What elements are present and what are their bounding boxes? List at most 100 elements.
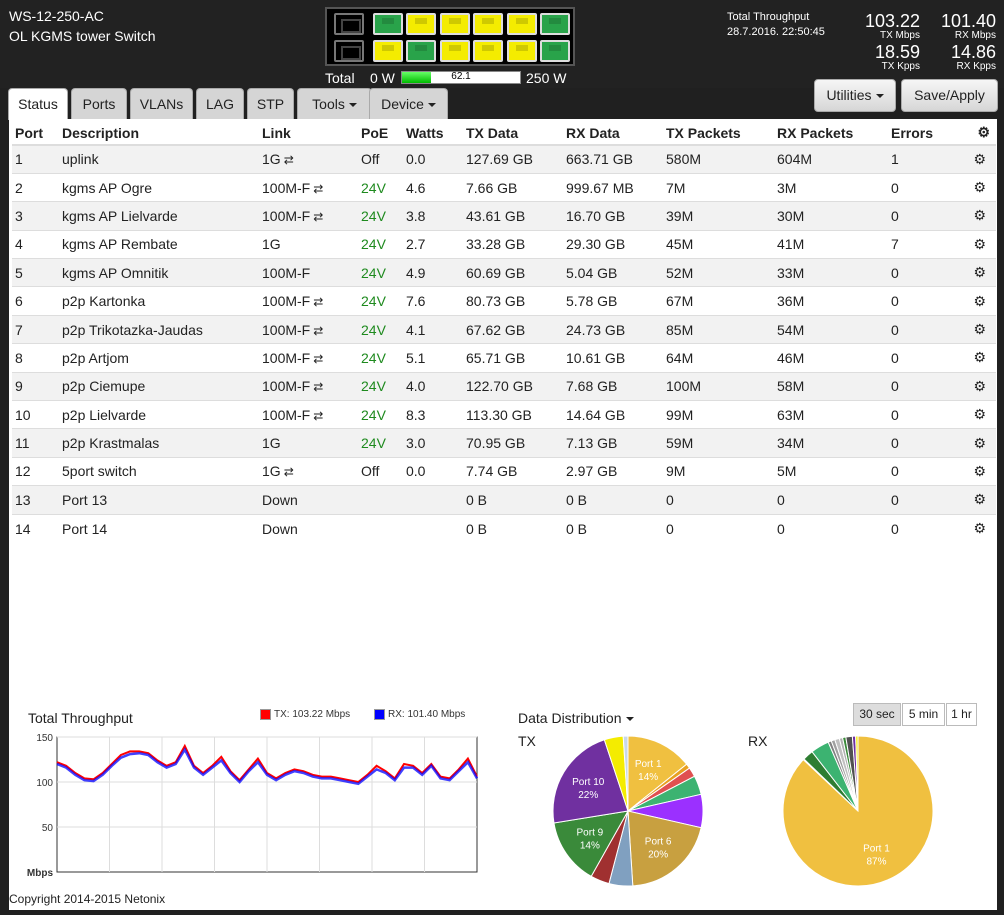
- tx-slice-port-6[interactable]: [627, 810, 702, 887]
- port-settings-cell[interactable]: ⚙: [968, 314, 996, 344]
- port-icon[interactable]: [373, 13, 403, 35]
- cell-errors: 0: [888, 428, 968, 458]
- port-settings-cell[interactable]: ⚙: [968, 258, 996, 287]
- gear-icon[interactable]: ⚙: [973, 150, 986, 167]
- tx-slice-port-9[interactable]: [553, 810, 629, 878]
- port-settings-cell[interactable]: ⚙: [968, 485, 996, 515]
- port-icon[interactable]: [440, 40, 470, 62]
- table-row[interactable]: 14 Port 14 Down 0 B 0 B 0 0 0 ⚙: [12, 513, 996, 543]
- table-row[interactable]: 13 Port 13 Down 0 B 0 B 0 0 0 ⚙: [12, 485, 996, 515]
- table-row[interactable]: 8 p2p Artjom 100M-F ⇄ 24V 5.1 65.71 GB 10.61 GB…: [12, 343, 996, 373]
- gear-icon[interactable]: ⚙: [973, 349, 986, 366]
- cell-tx-data: 80.73 GB: [463, 286, 563, 316]
- tx-mbps-stat: 103.22 TX Mbps: [852, 12, 920, 41]
- table-row[interactable]: 5 kgms AP Omnitik 100M-F 24V 4.9 60.69 GB 5.04…: [12, 258, 996, 287]
- tx-slice-port-1[interactable]: [627, 735, 688, 813]
- port-settings-cell[interactable]: ⚙: [968, 343, 996, 373]
- gear-icon[interactable]: ⚙: [973, 264, 986, 281]
- port-icon[interactable]: [373, 40, 403, 62]
- gear-icon[interactable]: ⚙: [973, 434, 986, 451]
- range-1hr-button[interactable]: 1 hr: [946, 703, 977, 726]
- port-settings-cell[interactable]: ⚙: [968, 144, 996, 174]
- cell-tx-data: 67.62 GB: [463, 314, 563, 344]
- legend-rx[interactable]: RX: 101.40 Mbps: [374, 709, 465, 720]
- gear-icon[interactable]: ⚙: [973, 235, 986, 252]
- tab-vlans[interactable]: VLANs: [130, 88, 193, 119]
- rx-mbps-unit: RX Mbps: [954, 30, 996, 41]
- cell-watts: 4.6: [403, 172, 463, 202]
- range-5min-button[interactable]: 5 min: [902, 703, 945, 726]
- tab-device[interactable]: Device: [369, 88, 448, 119]
- port-icon[interactable]: [540, 13, 570, 35]
- tx-slice-port-10[interactable]: [552, 739, 629, 824]
- tx-slice-port-12[interactable]: [622, 735, 629, 812]
- sfp-port-icon[interactable]: [334, 13, 364, 35]
- sfp-port-icon[interactable]: [334, 40, 364, 62]
- gear-icon[interactable]: ⚙: [973, 207, 986, 224]
- cell-poe: Off: [358, 456, 403, 486]
- port-settings-cell[interactable]: ⚙: [968, 229, 996, 259]
- table-row[interactable]: 4 kgms AP Rembate 1G 24V 2.7 33.28 GB 29.30 GB…: [12, 229, 996, 259]
- port-settings-cell[interactable]: ⚙: [968, 456, 996, 486]
- cell-watts: 4.0: [403, 371, 463, 401]
- data-distribution-dropdown[interactable]: Data Distribution: [518, 710, 634, 726]
- table-row[interactable]: 11 p2p Krastmalas 1G 24V 3.0 70.95 GB 7.13 GB 5…: [12, 428, 996, 458]
- tab-stp[interactable]: STP: [247, 88, 294, 119]
- table-row[interactable]: 7 p2p Trikotazka-Jaudas 100M-F ⇄ 24V 4.1 67.62…: [12, 314, 996, 344]
- gear-icon[interactable]: ⚙: [973, 520, 986, 537]
- port-settings-cell[interactable]: ⚙: [968, 286, 996, 316]
- table-row[interactable]: 10 p2p Lielvarde 100M-F ⇄ 24V 8.3 113.30 GB 14.…: [12, 400, 996, 429]
- y-tick-label: 50: [42, 823, 54, 834]
- cell-rx-data-text: 5.04 GB: [566, 264, 618, 281]
- port-settings-cell[interactable]: ⚙: [968, 400, 996, 429]
- port-icon[interactable]: [406, 13, 436, 35]
- legend-tx[interactable]: TX: 103.22 Mbps: [260, 709, 350, 720]
- gear-icon[interactable]: ⚙: [973, 292, 986, 309]
- cell-port-text: 5: [15, 264, 23, 281]
- port-settings-cell[interactable]: ⚙: [968, 371, 996, 401]
- gear-icon[interactable]: ⚙: [973, 321, 986, 338]
- port-icon[interactable]: [473, 40, 503, 62]
- table-row[interactable]: 3 kgms AP Lielvarde 100M-F ⇄ 24V 3.8 43.61 GB 1…: [12, 201, 996, 231]
- power-max: 250 W: [526, 70, 567, 86]
- port-settings-cell[interactable]: ⚙: [968, 201, 996, 231]
- table-row[interactable]: 6 p2p Kartonka 100M-F ⇄ 24V 7.6 80.73 GB 5.78 G…: [12, 286, 996, 316]
- port-icon[interactable]: [507, 40, 537, 62]
- cell-link: 100M-F: [259, 258, 358, 287]
- cell-poe: 24V: [358, 428, 403, 458]
- cell-tx-packets-text: 67M: [666, 293, 694, 310]
- gear-icon[interactable]: ⚙: [973, 179, 986, 196]
- port-icon[interactable]: [473, 13, 503, 35]
- cell-rx-packets-text: 36M: [777, 293, 805, 310]
- port-icon[interactable]: [507, 13, 537, 35]
- cell-tx-packets: 64M: [663, 343, 774, 373]
- settings-gear[interactable]: ⚙: [968, 121, 996, 146]
- tab-tools-label: Tools: [312, 96, 345, 112]
- utilities-button[interactable]: Utilities: [814, 79, 896, 112]
- port-icon[interactable]: [440, 13, 470, 35]
- cell-port-text: 1: [15, 151, 23, 168]
- gear-icon[interactable]: ⚙: [973, 491, 986, 508]
- cell-rx-data-text: 5.78 GB: [566, 293, 618, 310]
- gear-icon[interactable]: ⚙: [973, 462, 986, 479]
- gear-icon[interactable]: ⚙: [973, 377, 986, 394]
- port-icon[interactable]: [406, 40, 436, 62]
- table-row[interactable]: 9 p2p Ciemupe 100M-F ⇄ 24V 4.0 122.70 GB 7.68 G…: [12, 371, 996, 401]
- table-row[interactable]: 2 kgms AP Ogre 100M-F ⇄ 24V 4.6 7.66 GB 999.67 …: [12, 172, 996, 202]
- tab-lag[interactable]: LAG: [196, 88, 244, 119]
- tab-tools[interactable]: Tools: [297, 88, 372, 119]
- range-30sec-button[interactable]: 30 sec: [853, 703, 901, 726]
- port-settings-cell[interactable]: ⚙: [968, 513, 996, 543]
- save-apply-button[interactable]: Save/Apply: [901, 79, 998, 112]
- port-settings-cell[interactable]: ⚙: [968, 428, 996, 458]
- table-row[interactable]: 1 uplink 1G ⇄ Off 0.0 127.69 GB 663.71 GB 580M 60…: [12, 144, 996, 174]
- gear-icon[interactable]: ⚙: [973, 406, 986, 423]
- port-icon[interactable]: [540, 40, 570, 62]
- tab-ports[interactable]: Ports: [71, 88, 127, 119]
- rx-slice-port-12[interactable]: [855, 735, 859, 812]
- port-settings-cell[interactable]: ⚙: [968, 172, 996, 202]
- cell-rx-data-text: 24.73 GB: [566, 321, 626, 338]
- table-row[interactable]: 12 5port switch 1G ⇄ Off 0.0 7.74 GB 2.97 GB 9M 5…: [12, 456, 996, 486]
- tab-status[interactable]: Status: [8, 88, 68, 120]
- cell-poe-text: 24V: [361, 321, 386, 338]
